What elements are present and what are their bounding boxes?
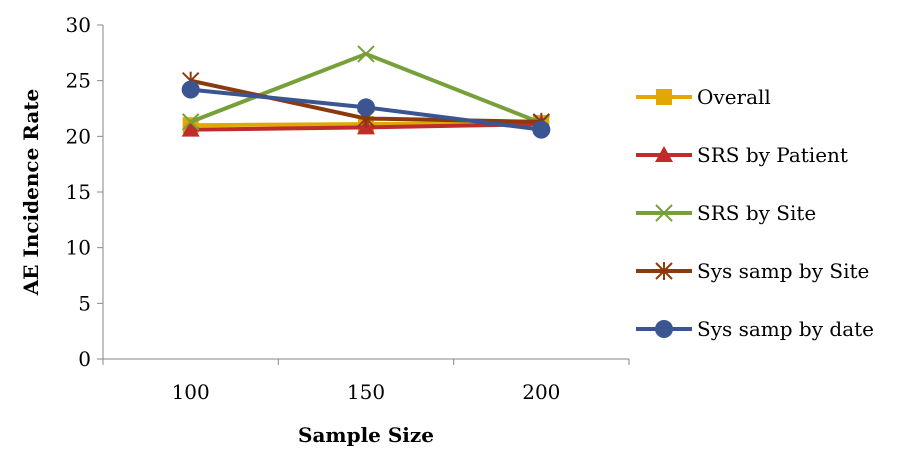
data-point-srs-by-site (181, 113, 200, 131)
series-sys-samp-by-date (181, 80, 551, 139)
legend-label-sys-samp-by-site: Sys samp by Site (697, 259, 869, 283)
y-tick-label: 10 (66, 236, 91, 260)
y-tick-label: 25 (66, 69, 91, 93)
y-tick-label: 5 (78, 291, 91, 315)
legend-marker-sys-samp-by-site (655, 262, 673, 280)
y-tick-label: 20 (66, 124, 91, 148)
y-tick-label: 30 (66, 13, 91, 37)
legend-marker-srs-by-site (655, 204, 673, 222)
data-point-sys-samp-by-date (357, 98, 375, 117)
series-group (181, 45, 551, 139)
y-tick-label: 0 (78, 347, 91, 371)
legend-label-srs-by-site: SRS by Site (697, 201, 816, 225)
axes (102, 25, 629, 360)
x-tick-label: 200 (522, 380, 560, 404)
legend-item-overall: Overall (636, 85, 771, 109)
legend-item-srs-by-patient: SRS by Patient (636, 143, 848, 167)
legend-item-srs-by-site: SRS by Site (636, 201, 816, 225)
legend-item-sys-samp-by-site: Sys samp by Site (636, 259, 869, 283)
x-tick-label: 150 (347, 380, 385, 404)
legend-label-srs-by-patient: SRS by Patient (697, 143, 848, 167)
legend-label-sys-samp-by-date: Sys samp by date (697, 317, 874, 341)
x-tick-label: 100 (172, 380, 210, 404)
data-point-srs-by-patient (181, 120, 200, 137)
legend-marker-overall (656, 89, 672, 105)
y-axis-ticks: 0 5 10 15 20 25 30 (66, 13, 103, 371)
y-axis-title: AE Incidence Rate (19, 89, 43, 297)
x-axis-title: Sample Size (298, 423, 434, 447)
x-axis-ticks: 100 150 200 (102, 359, 630, 404)
data-point-srs-by-site (357, 45, 375, 63)
y-tick-label: 15 (66, 180, 91, 204)
legend-marker-sys-samp-by-date (655, 320, 673, 338)
legend-label-overall: Overall (697, 85, 771, 109)
data-point-sys-samp-by-date (532, 120, 551, 139)
legend-marker-srs-by-patient (655, 146, 673, 162)
legend-item-sys-samp-by-date: Sys samp by date (636, 317, 874, 341)
data-point-sys-samp-by-date (181, 80, 200, 99)
legend: Overall SRS by Patient SRS by Site Sys samp… (636, 85, 874, 341)
